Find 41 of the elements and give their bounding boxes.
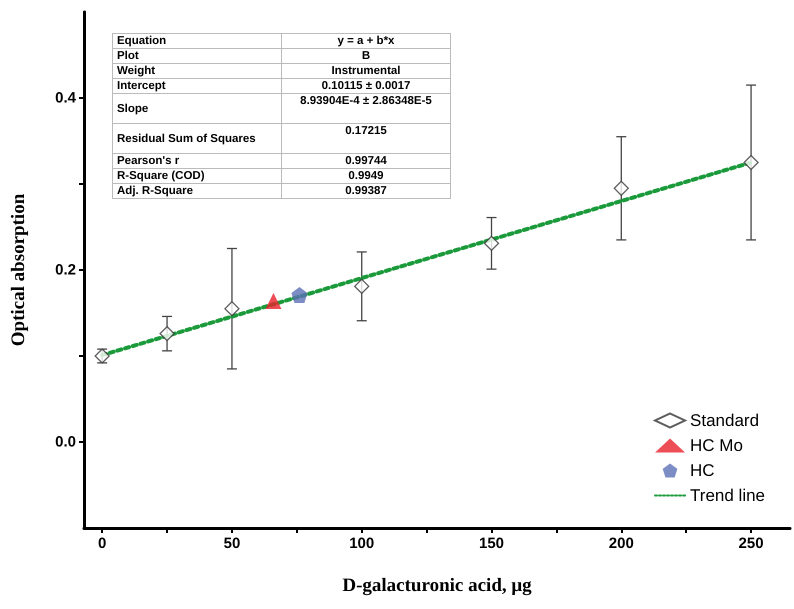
annotation: Equation	[112, 34, 282, 48]
annotation: 0.99744	[282, 154, 450, 168]
annotation: Intercept	[112, 78, 282, 94]
annotation: R-Square (COD)	[112, 168, 282, 184]
point	[159, 326, 175, 342]
annotation: y = a + b*x	[282, 34, 450, 48]
annotation: Residual Sum of Squares	[112, 124, 282, 154]
y-axis-title: Optical absorption	[8, 193, 29, 346]
point	[614, 180, 629, 196]
annotation: Pearson's r	[112, 154, 282, 168]
point	[265, 292, 282, 309]
annotation: 0.10115 ± 0.0017	[282, 78, 450, 94]
point	[743, 154, 759, 170]
annotation: Instrumental	[282, 64, 450, 78]
y-tick-label: 0.4	[55, 90, 77, 106]
point	[224, 301, 240, 316]
legend-label: Trend line	[690, 486, 766, 505]
annotation: 0.99387	[282, 184, 450, 198]
annotation: Weight	[112, 64, 282, 78]
x-tick-label: 250	[738, 535, 764, 552]
legend-label: Standard	[690, 411, 760, 430]
x-tick-label: 0	[98, 535, 106, 552]
x-tick-label: 200	[608, 535, 634, 552]
annotation: B	[282, 48, 450, 64]
y-tick-label: 0.2	[55, 262, 76, 278]
point	[354, 278, 370, 294]
annotation: 0.9949	[282, 168, 450, 184]
annotation: 0.17215	[282, 124, 450, 154]
x-tick-label: 150	[478, 535, 504, 552]
legend-label: HC	[690, 461, 715, 480]
point	[484, 236, 500, 251]
annotation: Slope	[112, 94, 282, 124]
annotation: Adj. R-Square	[112, 184, 282, 198]
x-tick-label: 100	[349, 535, 374, 552]
x-axis-title: D-galacturonic acid, μg	[342, 575, 532, 596]
y-tick-label: 0.0	[55, 434, 76, 450]
legend-label: HC Mo	[690, 436, 743, 455]
annotation: Plot	[112, 48, 282, 64]
x-tick-label: 50	[224, 535, 240, 552]
point	[291, 286, 308, 303]
annotation: 8.93904E-4 ± 2.86348E-5	[282, 94, 450, 124]
